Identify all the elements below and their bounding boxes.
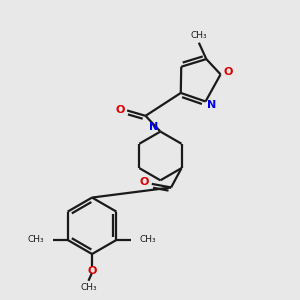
Text: O: O [87, 266, 97, 276]
Text: CH₃: CH₃ [28, 235, 44, 244]
Text: O: O [115, 105, 125, 115]
Text: CH₃: CH₃ [140, 235, 156, 244]
Text: N: N [208, 100, 217, 110]
Text: O: O [140, 177, 149, 188]
Text: O: O [224, 67, 233, 77]
Text: CH₃: CH₃ [80, 283, 97, 292]
Text: CH₃: CH₃ [190, 31, 207, 40]
Text: N: N [149, 122, 158, 132]
